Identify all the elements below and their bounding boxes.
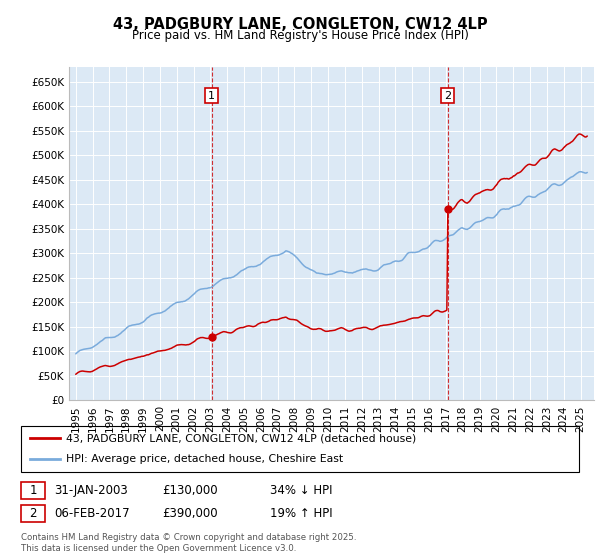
Text: 1: 1 — [29, 484, 37, 497]
Text: 31-JAN-2003: 31-JAN-2003 — [54, 484, 128, 497]
Text: 34% ↓ HPI: 34% ↓ HPI — [270, 484, 332, 497]
Text: 43, PADGBURY LANE, CONGLETON, CW12 4LP (detached house): 43, PADGBURY LANE, CONGLETON, CW12 4LP (… — [66, 433, 416, 444]
Text: £130,000: £130,000 — [162, 484, 218, 497]
Text: £390,000: £390,000 — [162, 507, 218, 520]
Text: 1: 1 — [208, 91, 215, 101]
Text: HPI: Average price, detached house, Cheshire East: HPI: Average price, detached house, Ches… — [66, 454, 343, 464]
Text: 2: 2 — [444, 91, 451, 101]
Text: 43, PADGBURY LANE, CONGLETON, CW12 4LP: 43, PADGBURY LANE, CONGLETON, CW12 4LP — [113, 17, 487, 32]
Text: 19% ↑ HPI: 19% ↑ HPI — [270, 507, 332, 520]
Text: Contains HM Land Registry data © Crown copyright and database right 2025.
This d: Contains HM Land Registry data © Crown c… — [21, 533, 356, 553]
Text: 06-FEB-2017: 06-FEB-2017 — [54, 507, 130, 520]
Text: 2: 2 — [29, 507, 37, 520]
Text: Price paid vs. HM Land Registry's House Price Index (HPI): Price paid vs. HM Land Registry's House … — [131, 29, 469, 42]
